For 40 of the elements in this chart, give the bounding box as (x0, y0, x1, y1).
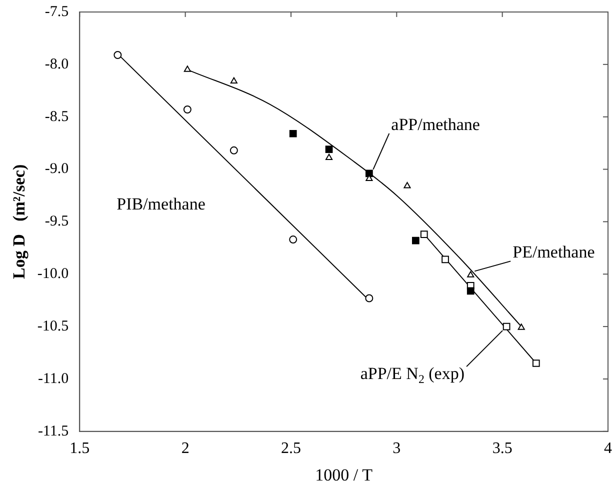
x-tick-label: 4 (604, 440, 612, 458)
text: PE/methane (512, 242, 595, 262)
point (532, 360, 540, 367)
x-tick-label: 2.5 (280, 440, 301, 458)
point (230, 146, 238, 154)
y-tick-label: -7.5 (44, 4, 69, 20)
y-tick-label: -11.0 (38, 370, 69, 387)
y-tick-label: -11.5 (38, 423, 69, 440)
point (466, 287, 474, 295)
point (230, 77, 238, 84)
point (518, 324, 525, 330)
y-tick-label: -8.5 (44, 108, 69, 125)
point (502, 322, 510, 330)
x-axis-title: 1000 / T (315, 465, 374, 484)
x-tick-label: 3.5 (492, 440, 512, 458)
point (420, 230, 428, 238)
point (325, 146, 333, 154)
text: PIB/methane (116, 194, 206, 214)
y-tick-label: -9.0 (44, 161, 69, 178)
x-tick-label: 1.5 (70, 440, 90, 458)
point (183, 106, 192, 114)
point (404, 182, 411, 188)
y-tick-label: -8.0 (44, 56, 69, 72)
y-tick-label: -10.5 (37, 318, 69, 334)
point (365, 294, 374, 302)
point (114, 50, 122, 59)
x-tick-label: 3 (392, 440, 401, 458)
point (289, 130, 297, 138)
y-tick-label: -9.5 (44, 214, 69, 230)
text: aPP/methane (391, 114, 480, 134)
point (184, 66, 191, 72)
point (326, 154, 333, 160)
y-tick-label: -10.0 (37, 266, 69, 282)
y-axis-title: Log D (m²/sec) (10, 164, 29, 280)
point (289, 236, 298, 244)
point (442, 256, 449, 264)
point (467, 271, 474, 278)
point (366, 170, 373, 178)
x-tick-label: 2 (181, 440, 190, 458)
point (412, 236, 420, 244)
